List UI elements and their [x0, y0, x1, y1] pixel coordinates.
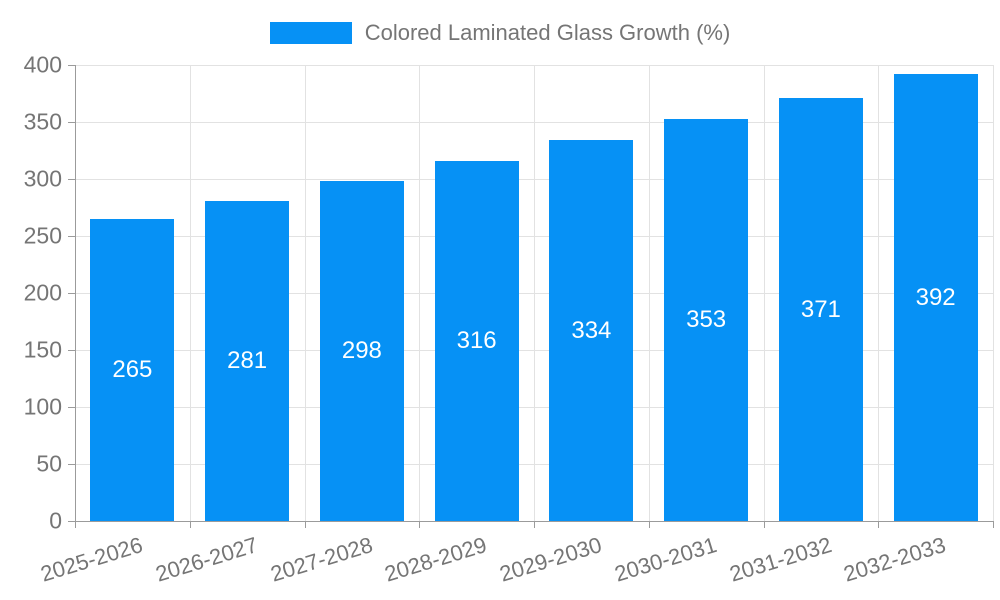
gridline-vertical	[763, 65, 765, 521]
bar[interactable]: 392	[893, 74, 978, 521]
gridline-vertical	[878, 65, 880, 521]
y-tick-label: 200	[23, 279, 62, 306]
bar[interactable]: 334	[549, 140, 634, 521]
chart-legend-item[interactable]: Colored Laminated Glass Growth (%)	[0, 20, 1000, 46]
y-axis-tick	[68, 407, 75, 408]
y-axis-tick	[68, 521, 75, 522]
x-tick-label: 2029-2030	[496, 532, 605, 587]
x-axis-tick	[763, 521, 765, 528]
gridline-vertical	[189, 65, 191, 521]
y-tick-label: 50	[36, 450, 62, 477]
x-tick-label: 2026-2027	[152, 532, 261, 587]
y-tick-label: 300	[23, 165, 62, 192]
bar[interactable]: 298	[319, 181, 404, 521]
y-axis-tick	[68, 65, 75, 66]
y-axis-tick	[68, 179, 75, 180]
bar[interactable]: 265	[90, 218, 175, 521]
gridline-vertical	[648, 65, 650, 521]
bar[interactable]: 353	[664, 118, 749, 521]
y-axis-line	[75, 65, 76, 522]
bar-value-label: 281	[227, 346, 268, 374]
y-tick-label: 250	[23, 222, 62, 249]
x-axis-tick	[878, 521, 880, 528]
gridline-vertical	[534, 65, 535, 521]
plot-area: 265 281 298 316 334 353 371 392	[75, 65, 994, 521]
x-tick-label: 2028-2029	[382, 532, 490, 587]
bar-value-label: 392	[915, 283, 956, 311]
x-tick-label: 2031-2032	[726, 532, 835, 587]
y-tick-label: 0	[49, 507, 62, 534]
y-axis-tick	[68, 350, 75, 351]
x-axis-tick	[189, 521, 191, 528]
gridline-vertical	[304, 65, 306, 521]
bar[interactable]: 316	[434, 160, 519, 521]
bar-value-label: 353	[686, 305, 727, 333]
y-axis-tick	[68, 464, 75, 465]
legend-swatch	[269, 22, 352, 44]
legend-label: Colored Laminated Glass Growth (%)	[364, 20, 731, 45]
y-tick-label: 400	[23, 51, 62, 78]
bar[interactable]: 371	[778, 98, 863, 521]
bar[interactable]: 281	[205, 200, 290, 521]
x-tick-label: 2027-2028	[267, 532, 376, 587]
x-tick-label: 2025-2026	[37, 532, 146, 587]
x-tick-label: 2030-2031	[611, 532, 720, 587]
y-tick-label: 100	[23, 393, 62, 420]
y-axis-tick	[68, 122, 75, 123]
bar-value-label: 265	[112, 355, 153, 383]
y-axis-tick	[68, 293, 75, 294]
x-axis-tick	[648, 521, 650, 528]
bar-value-label: 298	[341, 337, 382, 365]
gridline-vertical	[419, 65, 421, 521]
x-tick-label: 2032-2033	[841, 532, 949, 587]
x-axis-tick	[534, 521, 535, 528]
bar-value-label: 371	[800, 295, 841, 323]
x-axis-tick	[75, 521, 76, 528]
y-axis-tick	[68, 236, 75, 237]
y-tick-label: 150	[23, 336, 62, 363]
bar-value-label: 316	[456, 326, 497, 354]
bar-value-label: 334	[571, 316, 612, 344]
gridline-vertical	[993, 65, 994, 521]
x-axis-tick	[419, 521, 421, 528]
x-axis-tick	[304, 521, 306, 528]
y-tick-label: 350	[23, 108, 62, 135]
x-axis-tick	[993, 521, 994, 528]
